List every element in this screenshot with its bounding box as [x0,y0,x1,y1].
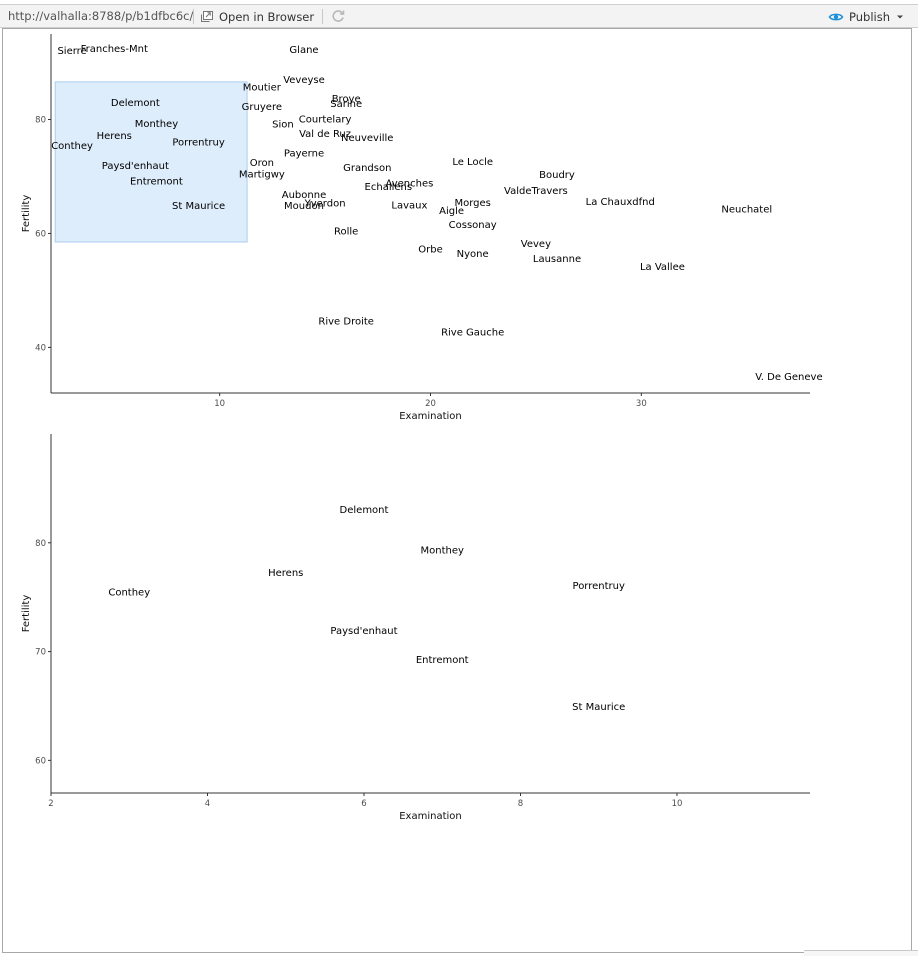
open-in-browser-button[interactable]: Open in Browser [200,8,314,25]
open-in-browser-label: Open in Browser [219,9,315,24]
point-label: Conthey [51,141,93,152]
point-label: Grandson [343,163,391,174]
point-label: Herens [268,568,303,579]
x-tick-label: 30 [636,399,647,409]
toolbar-divider [193,9,194,24]
point-label: St Maurice [572,702,625,713]
x-tick-label: 4 [205,799,210,809]
point-label: Oron [250,158,274,169]
x-axis-title: Examination [399,411,462,422]
point-label: Courtelary [299,114,352,125]
toolbar-divider [322,9,323,24]
x-axis-title: Examination [399,811,462,822]
y-axis-title: Fertility [21,595,32,633]
point-label: Cossonay [449,220,497,231]
refresh-icon [332,10,345,22]
point-label: Martigwy [239,170,285,181]
point-label: Entremont [130,176,183,187]
publish-icon [828,13,844,20]
point-label: Entremont [416,655,469,666]
chevron-down-icon [897,15,903,18]
point-label: Broye [332,94,361,105]
point-label: Sion [272,119,294,130]
point-label: La Vallee [640,262,685,273]
url-text[interactable]: http://valhalla:8788/p/b1dfbc6c/ [8,9,194,23]
point-label: Vevey [521,239,551,250]
x-tick-label: 20 [425,399,436,409]
x-tick-label: 8 [518,799,523,809]
viewer-toolbar: http://valhalla:8788/p/b1dfbc6c/ Open in… [0,4,918,28]
point-label: V. De Geneve [755,372,822,383]
point-label: Val de Ruz [299,129,351,140]
point-label: Delemont [340,505,389,516]
x-tick-label: 10 [214,399,225,409]
point-label: Orbe [418,244,442,255]
y-tick-label: 60 [35,756,46,766]
scatter-plot-overview[interactable]: 10 20 30 40 60 80 Examination Fertility Courtela… [0,28,912,428]
point-label: Monthey [421,545,464,556]
open-in-browser-icon [201,11,213,22]
x-tick-label: 6 [361,799,366,809]
x-tick-label: 10 [672,799,683,809]
point-label: Glane [289,45,318,56]
point-label: Lavaux [391,200,427,211]
point-label: Sarine [330,99,362,110]
point-label: Herens [97,131,132,142]
point-label: Monthey [135,119,178,130]
point-label: Neuchatel [721,204,772,215]
y-tick-label: 80 [35,115,46,125]
point-label: Moutier [243,82,282,93]
x-tick-label: 2 [48,799,53,809]
y-tick-label: 80 [35,539,46,549]
point-label: Neuveville [341,133,393,144]
y-tick-label: 60 [35,229,46,239]
resize-handle[interactable] [804,950,918,956]
brush-selection [54,81,248,243]
point-label: Lausanne [533,254,581,265]
scatter-plot-zoomed: 2 4 6 8 10 60 70 80 Examination Fertility Delemont… [21,434,810,822]
point-label: Morges [454,198,490,209]
point-label: Aigle [439,206,464,217]
point-label: St Maurice [172,201,225,212]
point-label: Echallens [365,182,413,193]
point-label: Rive Droite [318,317,374,328]
point-label: Delemont [111,98,160,109]
point-label: Boudry [539,170,575,181]
refresh-button[interactable] [330,8,346,27]
point-label: Avenches [385,179,433,190]
point-label: ValdeTravers [504,186,568,197]
point-label: Rolle [334,227,358,238]
point-label: Aubonne [282,190,326,201]
point-label: Moudon [284,201,324,212]
point-label: Paysd'enhaut [102,161,169,172]
point-label: Le Locle [452,157,493,168]
point-label: Veveyse [283,75,325,86]
point-label: La Chauxdfnd [586,197,655,208]
point-label: Paysd'enhaut [330,626,397,637]
point-label: Yverdon [304,199,346,210]
point-label: Payerne [284,149,324,160]
point-label: Conthey [108,588,150,599]
publish-label: Publish [849,9,890,24]
publish-button[interactable]: Publish [828,8,905,25]
point-label: Gruyere [242,102,282,113]
y-tick-label: 40 [35,343,46,353]
point-label: Rive Gauche [441,327,504,338]
y-axis-title: Fertility [21,195,32,233]
y-tick-label: 70 [35,648,46,658]
point-label: Franches-Mnt [81,44,148,55]
point-label: Porrentruy [573,581,625,592]
point-label: Porrentruy [172,138,224,149]
point-label: Nyone [457,249,489,260]
point-label: Sierre [57,46,86,57]
